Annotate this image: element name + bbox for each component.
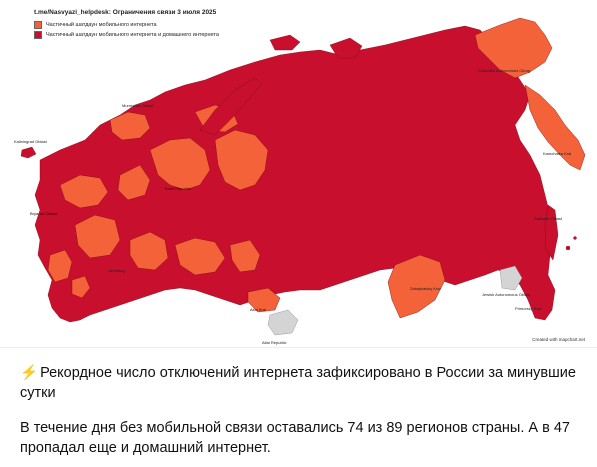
region-novaya-zemlya: [199, 77, 263, 136]
lightning-icon: ⚡: [20, 365, 39, 381]
label-sakhalin: Sakhalin Oblast: [534, 216, 563, 221]
label-bryansk: Bryansk Oblast: [30, 211, 58, 216]
region-urals: [229, 239, 261, 273]
region-murmansk: [109, 111, 151, 141]
legend-item-mobile-home: Частичный шатдаун мобильного интернета и…: [34, 30, 219, 40]
label-murmansk: Murmansk Oblast: [122, 103, 154, 108]
region-altai-republic: [267, 309, 299, 336]
region-komi: [149, 137, 211, 191]
region-south-2: [71, 275, 91, 299]
label-primorsky: Primorsky Krai: [515, 306, 541, 311]
label-chukotka: Chukotka Autonomous Okrug: [478, 68, 530, 73]
region-chukotka: [474, 17, 553, 79]
map-title: t.me/Nasvyazi_helpdesk: Ограничения связ…: [34, 9, 217, 16]
map-legend: Частичный шатдаун мобильного интернета Ч…: [34, 20, 219, 40]
map-credit: Created with mapchart.net: [532, 337, 585, 342]
region-franz-josef: [269, 34, 301, 51]
legend-item-mobile: Частичный шатдаун мобильного интернета: [34, 20, 219, 30]
region-kaliningrad: [20, 146, 37, 159]
map-panel: Murmansk Oblast Kaliningrad Oblast Chuko…: [14, 9, 586, 345]
region-volga: [174, 237, 226, 276]
kuril-islands-2: [573, 236, 577, 240]
legend-label-mobile-home: Частичный шатдаун мобильного интернета и…: [46, 32, 219, 38]
region-severnaya-zemlya: [329, 37, 363, 59]
label-jewish: Jewish Autonomous Oblast: [482, 292, 531, 297]
post-headline: ⚡ Рекордное число отключений интернета за…: [20, 363, 580, 403]
region-central-1: [74, 214, 121, 259]
label-zabaykalsky: Zabaykalsky Krai: [410, 286, 441, 291]
label-kamchatka: Kamchatka Krai: [543, 151, 571, 156]
region-zabaykalsky: [387, 254, 446, 319]
headline-text: Рекордное число отключений интернета заф…: [20, 365, 576, 401]
legend-swatch-mobile-home: [34, 31, 42, 39]
label-orenburg: Orenburg: [108, 268, 125, 273]
region-west-2: [117, 164, 151, 201]
post-body: В течение дня без мобильной связи остава…: [20, 420, 570, 456]
region-yamal: [214, 129, 269, 191]
label-altai-krai: Altai Krai: [250, 307, 266, 312]
post-text-panel: ⚡ Рекордное число отключений интернета за…: [0, 347, 597, 467]
region-jewish: [499, 265, 523, 291]
region-kamchatka: [524, 84, 586, 171]
kuril-islands: [565, 245, 571, 251]
label-altai-rep: Altai Republic: [262, 340, 286, 345]
region-mobile-and-home-main: [34, 25, 556, 323]
legend-swatch-mobile: [34, 21, 42, 29]
region-west-1: [59, 174, 109, 209]
russia-map: Murmansk Oblast Kaliningrad Oblast Chuko…: [14, 17, 586, 345]
legend-label-mobile: Частичный шатдаун мобильного интернета: [46, 22, 157, 28]
label-komi: Komi Republic: [165, 186, 191, 191]
region-south-1: [47, 249, 73, 283]
label-kaliningrad: Kaliningrad Oblast: [14, 139, 48, 144]
region-central-2: [129, 231, 169, 271]
region-sakhalin: [544, 204, 559, 261]
region-altai-krai: [247, 287, 281, 313]
